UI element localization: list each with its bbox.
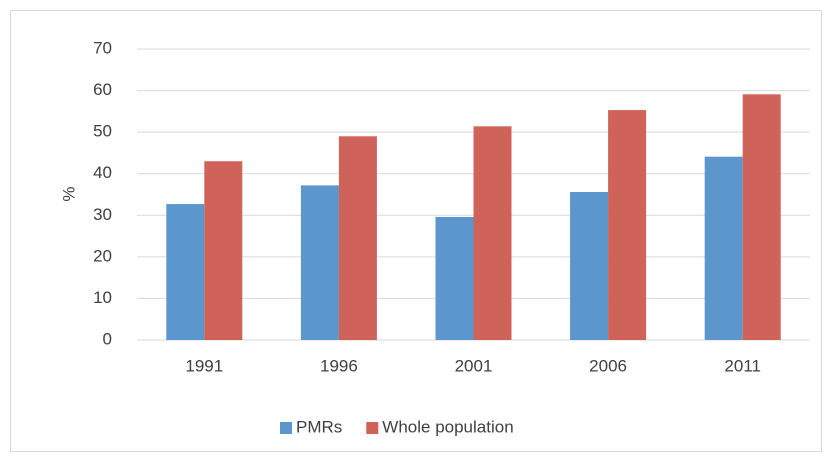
- bar: [338, 136, 377, 340]
- bar: [704, 156, 743, 340]
- legend-label: PMRs: [296, 417, 342, 436]
- bar: [300, 185, 339, 340]
- y-tick-label: 10: [93, 288, 112, 307]
- y-tick-label: 60: [93, 80, 112, 99]
- bar: [204, 161, 243, 340]
- x-tick-label: 1991: [185, 356, 223, 375]
- bar: [435, 216, 474, 340]
- legend-swatch: [366, 422, 379, 434]
- chart-frame: [10, 10, 822, 452]
- bar: [742, 94, 781, 340]
- y-axis-label: %: [59, 186, 78, 201]
- bar: [166, 204, 205, 340]
- x-tick-label: 2011: [724, 356, 761, 375]
- x-tick-label: 2006: [589, 356, 627, 375]
- bar: [570, 192, 609, 340]
- legend-label: Whole population: [382, 417, 513, 436]
- bar: [608, 110, 647, 340]
- x-tick-label: 2001: [455, 356, 493, 375]
- y-tick-label: 50: [93, 122, 112, 141]
- y-tick-label: 40: [93, 163, 112, 182]
- y-tick-label: 0: [103, 329, 112, 348]
- legend-swatch: [280, 422, 292, 434]
- bar: [473, 126, 512, 340]
- x-tick-label: 1996: [320, 356, 358, 375]
- y-tick-label: 30: [93, 205, 112, 224]
- y-tick-label: 70: [93, 38, 112, 57]
- y-tick-label: 20: [93, 246, 112, 265]
